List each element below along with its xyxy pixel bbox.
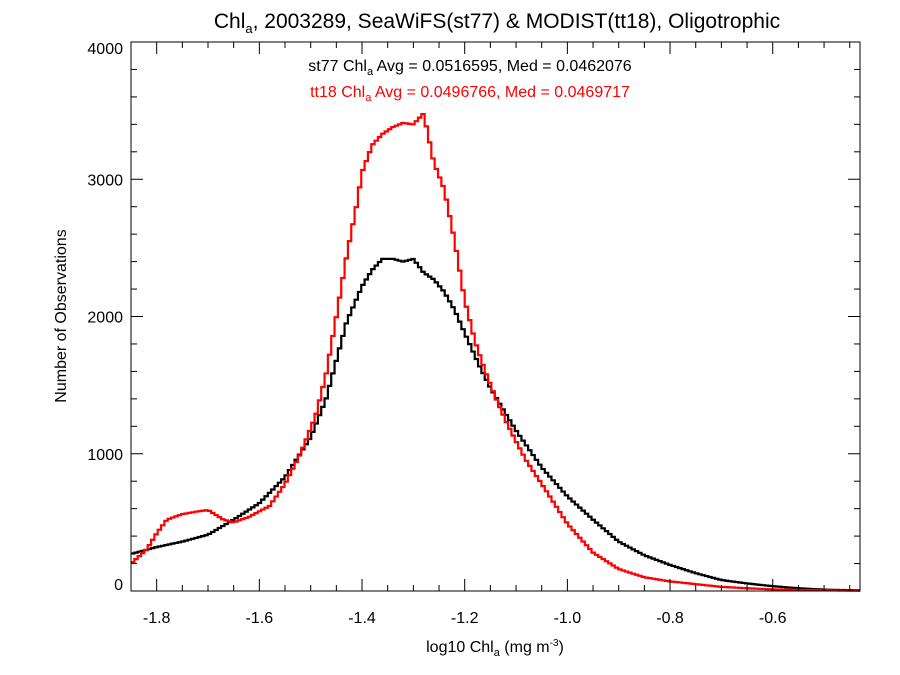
- series-1-histogram-line: [131, 112, 860, 592]
- y-tick-label: 2000: [87, 310, 123, 327]
- tick-labels: -1.8 -1.6 -1.4 -1.2 -1.0 -0.8 -0.6 0 1000 2000 300…: [87, 41, 786, 627]
- x-tick-label: -1.6: [246, 610, 274, 627]
- x-tick-label: -0.8: [656, 610, 684, 627]
- plot-frame: [130, 41, 861, 592]
- series-0-histogram-line: [131, 257, 860, 592]
- x-tick-label: -1.4: [348, 610, 376, 627]
- annotation-tt18-stats: tt18 Chla Avg = 0.0496766, Med = 0.04697…: [310, 84, 630, 104]
- y-tick-label: 3000: [87, 172, 123, 189]
- series-layer: [131, 112, 860, 592]
- chart-title: Chla, 2003289, SeaWiFS(st77) & MODIST(tt…: [214, 10, 780, 36]
- y-tick-label: 0: [114, 577, 123, 594]
- annotation-st77-stats: st77 Chla Avg = 0.0516595, Med = 0.04620…: [308, 58, 632, 78]
- y-tick-label: 1000: [87, 447, 123, 464]
- x-tick-label: -0.6: [759, 610, 787, 627]
- x-axis-label: log10 Chla (mg m-3): [426, 638, 564, 659]
- y-axis-label: Number of Observations: [53, 229, 70, 402]
- x-tick-label: -1.2: [451, 610, 479, 627]
- axis-ticks: [130, 41, 860, 592]
- x-tick-label: -1.8: [143, 610, 171, 627]
- y-tick-label: 4000: [87, 41, 123, 58]
- x-tick-label: -1.0: [554, 610, 582, 627]
